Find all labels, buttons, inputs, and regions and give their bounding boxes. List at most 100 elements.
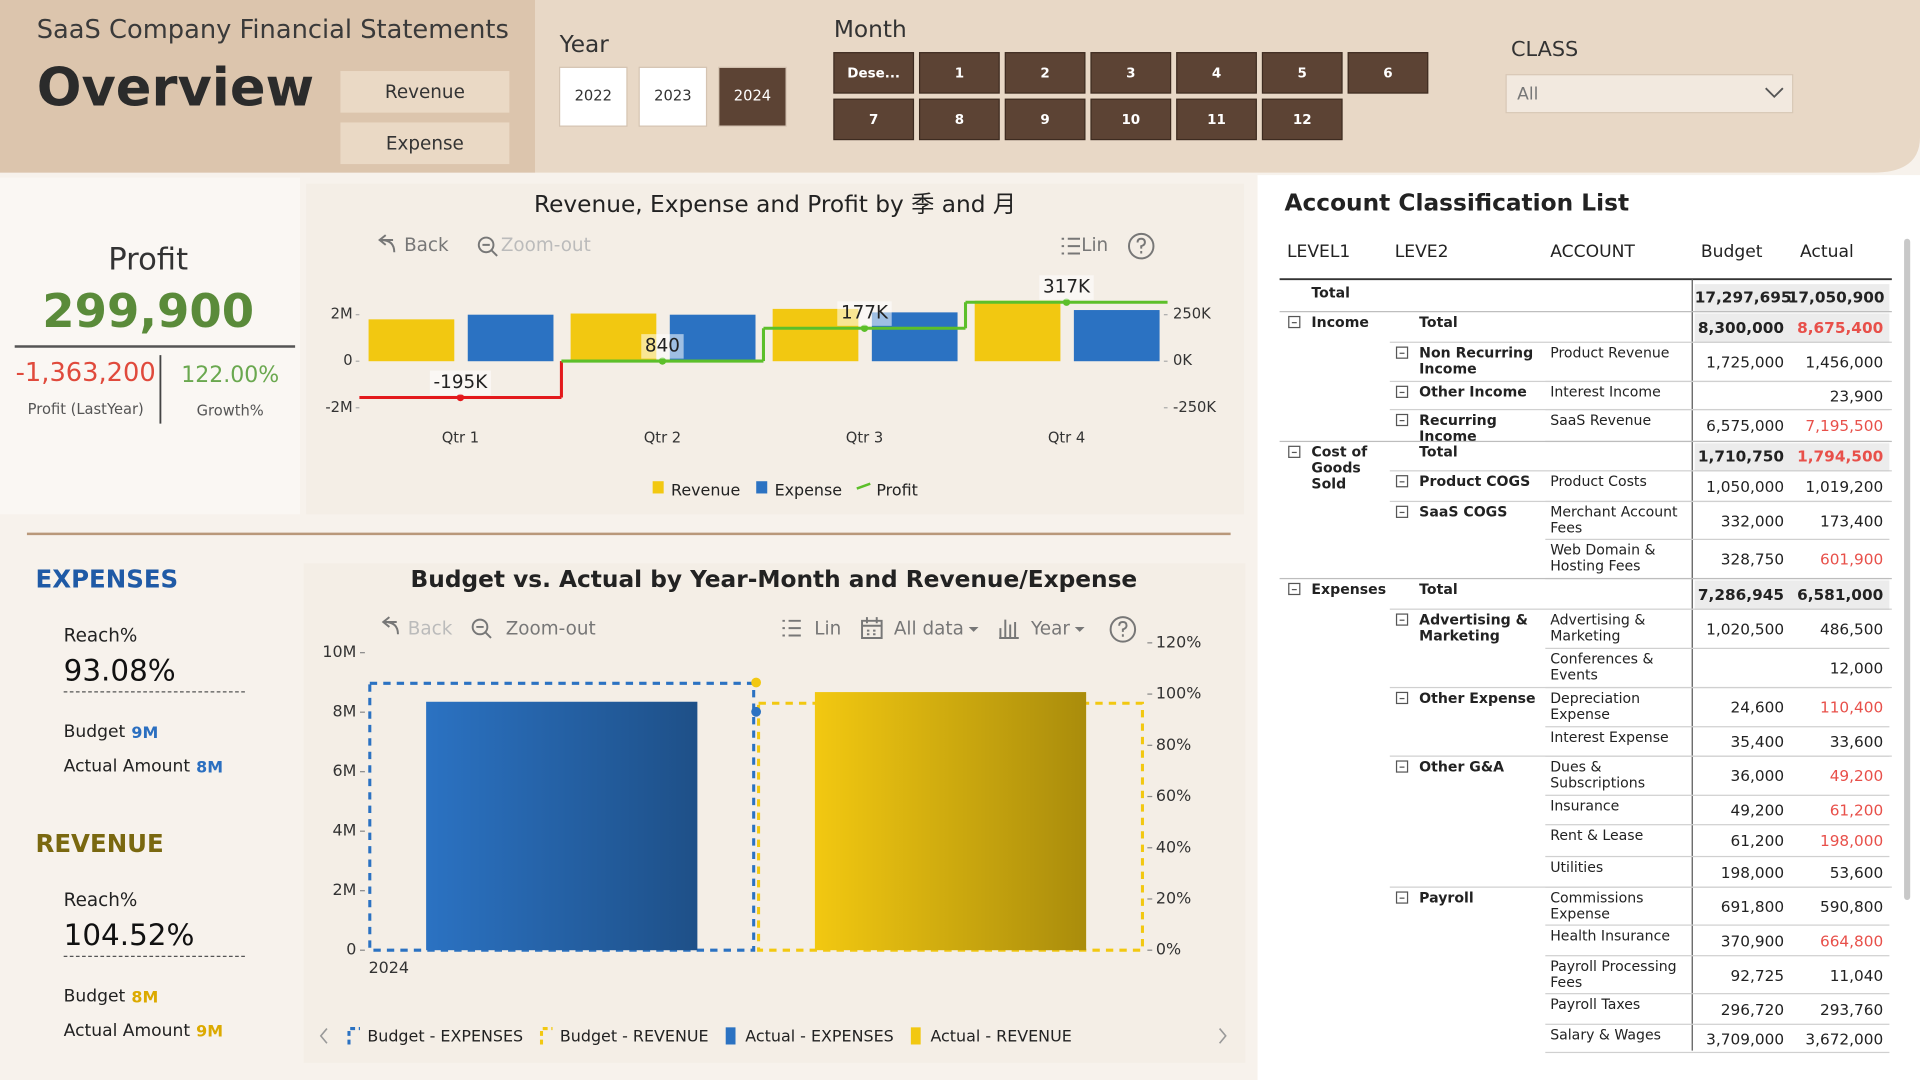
- expand-icon[interactable]: [1288, 445, 1301, 458]
- month-button[interactable]: [1004, 52, 1086, 94]
- actual-cell: 110,400: [1819, 697, 1884, 717]
- month-button-label[interactable]: Dese...: [847, 66, 900, 81]
- month-button-label[interactable]: 5: [1298, 66, 1307, 81]
- expand-icon[interactable]: [1395, 760, 1409, 773]
- y2-tick-label: 120%: [1156, 632, 1201, 651]
- month-button-label[interactable]: 3: [1126, 66, 1135, 81]
- subtitle: SaaS Company Financial Statements: [37, 15, 509, 45]
- month-button[interactable]: [1261, 52, 1343, 94]
- month-button[interactable]: [833, 52, 915, 94]
- expand-icon[interactable]: [1395, 413, 1409, 427]
- legend-scroll-left[interactable]: [319, 1028, 328, 1044]
- toolbar-icon-shape: [782, 619, 801, 637]
- account-cell: Product Revenue: [1550, 344, 1670, 362]
- nav-button[interactable]: [340, 71, 510, 113]
- dropdown[interactable]: [1505, 74, 1794, 114]
- bar: [669, 314, 756, 362]
- month-button-label[interactable]: 10: [1121, 113, 1140, 128]
- expand-icon[interactable]: [1395, 385, 1409, 398]
- total-shade: [1694, 313, 1890, 342]
- month-button[interactable]: [833, 98, 915, 141]
- y2-tick-label: 250K: [1173, 306, 1211, 323]
- toolbar-item[interactable]: Lin: [1081, 235, 1108, 256]
- toolbar-item[interactable]: Year: [1030, 618, 1070, 639]
- actual-cell: 17,050,900: [1787, 287, 1885, 307]
- slicer-label: Year: [559, 31, 610, 58]
- expand-icon[interactable]: [1395, 691, 1409, 705]
- month-button-label[interactable]: 7: [869, 113, 878, 128]
- column-header[interactable]: ACCOUNT: [1550, 242, 1635, 263]
- budget-cell: 332,000: [1720, 511, 1785, 530]
- toolbar-icon[interactable]: [999, 619, 1019, 639]
- year-button-label[interactable]: 2022: [575, 88, 612, 105]
- expand-icon[interactable]: [1288, 582, 1301, 596]
- month-button[interactable]: [1261, 98, 1343, 141]
- year-button[interactable]: [558, 66, 628, 127]
- nav-button-label[interactable]: Revenue: [385, 82, 465, 103]
- month-button-label[interactable]: 12: [1293, 113, 1312, 128]
- legend-scroll-right[interactable]: [1218, 1028, 1227, 1044]
- toolbar-icon[interactable]: [782, 619, 801, 637]
- toolbar-item[interactable]: Back: [404, 235, 449, 256]
- toolbar-icon[interactable]: [477, 236, 498, 257]
- toolbar-item[interactable]: Zoom-out: [506, 618, 596, 639]
- nav-button-label[interactable]: Expense: [386, 133, 464, 154]
- nav-button[interactable]: [340, 122, 510, 165]
- expand-icon[interactable]: [1395, 505, 1409, 518]
- month-button-label[interactable]: 8: [955, 113, 964, 128]
- year-button[interactable]: [718, 66, 787, 127]
- year-button-label[interactable]: 2023: [654, 88, 691, 105]
- toolbar-icon[interactable]: [471, 618, 492, 639]
- year-button[interactable]: [638, 66, 708, 127]
- expand-icon[interactable]: [1288, 315, 1301, 329]
- expand-icon[interactable]: [1395, 346, 1409, 359]
- column-header[interactable]: LEVEL1: [1286, 242, 1351, 263]
- column-header[interactable]: Actual: [1800, 242, 1854, 263]
- toolbar-item[interactable]: Zoom-out: [501, 235, 591, 256]
- profit-point: [456, 393, 465, 402]
- column-header[interactable]: Budget: [1700, 242, 1763, 263]
- month-button[interactable]: [918, 52, 1000, 94]
- account-cell: Insurance: [1550, 797, 1620, 815]
- month-button[interactable]: [1347, 52, 1429, 94]
- month-button-label[interactable]: 1: [955, 66, 964, 81]
- toolbar-icon-shape: [1061, 237, 1081, 255]
- month-button[interactable]: [1176, 98, 1257, 141]
- toolbar-item[interactable]: Lin: [814, 618, 841, 639]
- month-button[interactable]: [1004, 98, 1086, 141]
- toolbar-icon[interactable]: [861, 617, 883, 639]
- actual-cell: 53,600: [1829, 862, 1884, 882]
- kpi-label: Budget: [64, 722, 126, 742]
- month-button[interactable]: [1090, 98, 1172, 141]
- toolbar-icon[interactable]: [381, 616, 399, 635]
- bar-shade: [426, 701, 698, 951]
- toolbar-icon[interactable]: [1109, 616, 1137, 643]
- month-button-label[interactable]: 6: [1383, 66, 1392, 81]
- expand-icon[interactable]: [1395, 475, 1409, 488]
- column-header[interactable]: LEVE2: [1394, 242, 1449, 263]
- month-button-label[interactable]: 2: [1040, 66, 1049, 81]
- legend-label: Budget - EXPENSES: [367, 1027, 523, 1046]
- month-button-label[interactable]: 9: [1040, 113, 1049, 128]
- toolbar-icon[interactable]: [378, 234, 396, 253]
- y-tick-label: 4M: [332, 821, 356, 840]
- month-button[interactable]: [918, 98, 1000, 141]
- month-button[interactable]: [1090, 52, 1172, 94]
- expand-icon[interactable]: [1395, 891, 1409, 904]
- month-button-label[interactable]: 11: [1207, 113, 1226, 128]
- month-button[interactable]: [1176, 52, 1257, 94]
- toolbar-icon[interactable]: [1061, 237, 1081, 255]
- toolbar-item[interactable]: All data: [894, 618, 964, 639]
- row-rule: [1545, 955, 1890, 957]
- toolbar-item[interactable]: Back: [408, 618, 453, 639]
- dropdown-value: All: [1517, 84, 1538, 104]
- total-shade: [1694, 580, 1890, 609]
- month-button-label[interactable]: 4: [1212, 66, 1221, 81]
- expand-icon[interactable]: [1395, 613, 1409, 626]
- year-button-label[interactable]: 2024: [734, 88, 771, 105]
- data-label: 317K: [1043, 277, 1091, 298]
- scrollbar[interactable]: [1904, 238, 1911, 900]
- toolbar-icon[interactable]: [1128, 232, 1155, 260]
- bar-shade: [814, 692, 1087, 951]
- expand-icon-bar: [1399, 765, 1405, 768]
